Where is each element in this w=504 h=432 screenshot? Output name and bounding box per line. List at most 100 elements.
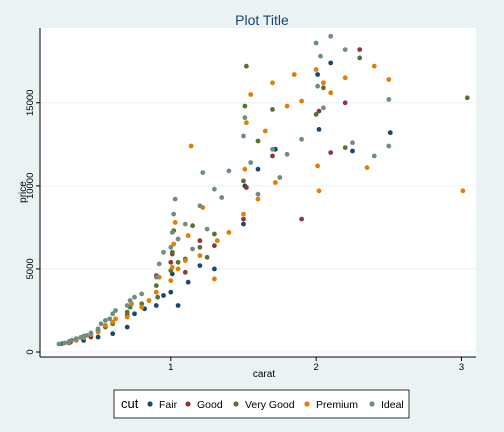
point-premium (315, 163, 320, 169)
point-premium (291, 72, 297, 77)
point-ideal (56, 341, 62, 347)
point-fair (95, 334, 101, 340)
point-ideal (84, 333, 89, 338)
point-ideal (95, 326, 101, 332)
point-ideal (127, 298, 133, 303)
point-ideal (139, 291, 145, 297)
point-fair (315, 72, 320, 77)
point-premium (273, 180, 278, 185)
point-fair (316, 126, 322, 132)
chart-title: Plot Title (235, 12, 289, 28)
point-very-good (244, 63, 249, 69)
y-tick-label: 5000 (25, 258, 36, 279)
point-ideal (197, 203, 203, 209)
point-good (328, 150, 334, 156)
legend-label-premium: Premium (316, 399, 358, 411)
point-ideal (342, 47, 348, 52)
point-premium (364, 165, 370, 171)
legend-label-fair: Fair (159, 399, 178, 411)
grid (40, 102, 476, 353)
point-very-good (342, 145, 348, 151)
point-very-good (357, 55, 363, 61)
x-tick-label: 3 (459, 362, 464, 373)
legend-marker-ideal (369, 401, 375, 407)
x-tick-label: 2 (313, 362, 318, 373)
point-premium (182, 258, 188, 263)
legend-label-ideal: Ideal (381, 399, 404, 411)
point-ideal (171, 211, 177, 217)
point-fair (153, 303, 159, 308)
legend-label-very-good: Very Good (245, 399, 295, 411)
point-ideal (190, 246, 196, 252)
point-ideal (168, 244, 174, 250)
point-fair (161, 293, 166, 298)
point-ideal (284, 151, 290, 157)
point-premium (255, 196, 261, 202)
y-tick-label: 15000 (25, 90, 36, 116)
point-ideal (182, 221, 188, 227)
point-very-good (241, 178, 246, 184)
point-ideal (241, 133, 246, 139)
point-good (299, 216, 304, 222)
point-premium (226, 230, 232, 235)
point-good (197, 238, 203, 244)
point-ideal (156, 261, 162, 267)
point-fair (110, 331, 116, 337)
point-ideal (212, 186, 217, 192)
point-ideal (110, 311, 116, 317)
point-premium (169, 264, 175, 270)
legend-items: Fair Good Very Good Premium Ideal (147, 399, 404, 411)
point-ideal (107, 316, 113, 322)
legend-box (113, 389, 410, 419)
point-ideal (321, 105, 326, 111)
scatter-points (56, 33, 470, 347)
point-very-good (124, 309, 130, 315)
point-premium (328, 90, 334, 96)
point-premium (171, 241, 177, 247)
point-premium (244, 120, 249, 126)
point-ideal (132, 294, 137, 300)
point-very-good (313, 112, 319, 117)
point-ideal (313, 40, 319, 46)
point-fair (132, 311, 137, 317)
point-fair (168, 289, 174, 295)
point-ideal (255, 191, 261, 197)
point-premium (139, 304, 145, 310)
point-ideal (62, 340, 68, 346)
point-premium (185, 233, 191, 239)
point-very-good (212, 231, 217, 237)
point-fair (185, 279, 191, 285)
point-very-good (242, 103, 248, 109)
point-ideal (242, 115, 248, 121)
point-ideal (386, 143, 392, 149)
legend-marker-premium (304, 401, 310, 407)
legend-label-good: Good (197, 399, 223, 411)
point-very-good (464, 95, 470, 101)
point-good (168, 259, 174, 265)
point-premium (103, 323, 108, 328)
point-fair (241, 221, 246, 227)
y-tick-label: 10000 (25, 173, 36, 199)
point-premium (95, 329, 101, 335)
point-premium (197, 253, 203, 258)
point-good (241, 216, 246, 222)
point-premium (262, 128, 268, 134)
point-ideal (318, 53, 323, 59)
point-very-good (190, 223, 196, 229)
point-fair (255, 166, 261, 172)
point-ideal (371, 153, 377, 159)
axis-ticks: 0 5000 10000 15000 1 2 3 (25, 90, 464, 373)
point-very-good (153, 283, 159, 288)
point-ideal (172, 196, 178, 202)
point-ideal (169, 230, 175, 235)
point-premium (172, 220, 178, 225)
point-ideal (386, 97, 392, 102)
point-very-good (175, 259, 181, 265)
point-ideal (248, 160, 254, 166)
point-premium (110, 319, 116, 325)
point-premium (371, 63, 377, 69)
point-good (212, 243, 217, 249)
point-ideal (277, 175, 283, 180)
point-premium (241, 211, 246, 217)
